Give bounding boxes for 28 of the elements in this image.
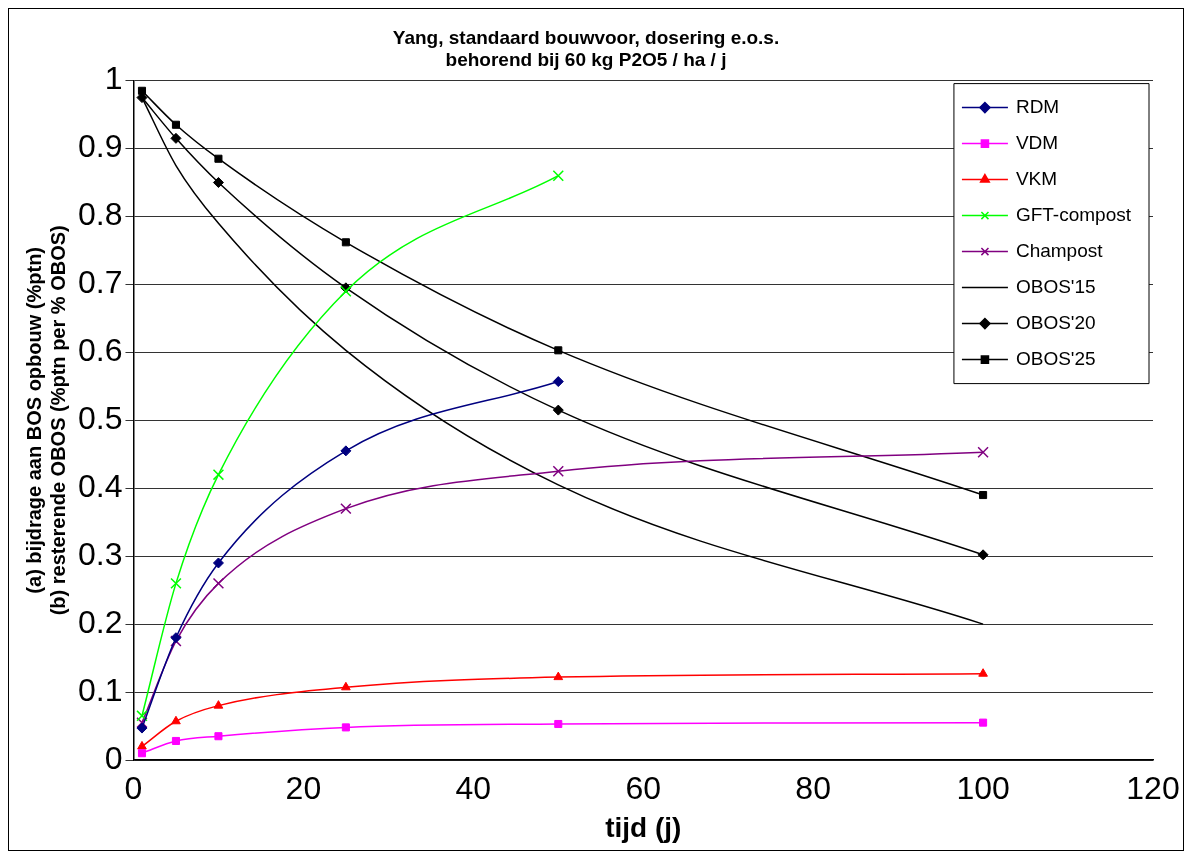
y-tick-label: 0.3 xyxy=(78,536,123,573)
legend-label: VKM xyxy=(1015,167,1058,189)
legend-label: OBOS'25 xyxy=(1015,347,1096,369)
y-tick-label: 0.1 xyxy=(78,671,123,708)
legend-label: OBOS'20 xyxy=(1015,311,1096,333)
y-tick-label: 0.4 xyxy=(78,468,123,505)
legend-label: VDM xyxy=(1015,131,1059,153)
y-tick-label: 0.2 xyxy=(78,603,123,640)
y-tick-label: 0.6 xyxy=(78,332,123,369)
chart-title: Yang, standaard bouwvoor, dosering e.o.s. behorend bij 60 kg P2O5 / ha / j xyxy=(392,26,780,71)
legend-label: Champost xyxy=(1015,239,1104,261)
x-tick-label: 120 xyxy=(1126,770,1180,807)
y-axis-title: (a) bijdrage aan BOS opbouw (%ptn) (b) resterende OBOS (%ptn per % OBOS) xyxy=(22,225,69,616)
legend-label: RDM xyxy=(1015,95,1060,117)
y-tick-label: 0 xyxy=(104,739,123,776)
legend-label: GFT-compost xyxy=(1015,203,1132,225)
x-tick-label: 20 xyxy=(285,770,322,807)
x-tick-label: 80 xyxy=(795,770,831,807)
y-tick-label: 0.7 xyxy=(78,264,123,301)
x-tick-label: 40 xyxy=(455,770,492,807)
y-tick-label: 0.8 xyxy=(78,196,123,233)
x-axis-title: tijd (j) xyxy=(605,811,682,843)
y-tick-label: 0.5 xyxy=(78,400,123,437)
y-tick-label: 0.9 xyxy=(78,128,123,165)
x-tick-label: 100 xyxy=(956,770,1010,807)
x-tick-label: 60 xyxy=(625,770,662,807)
y-tick-label: 1 xyxy=(104,60,123,97)
legend-label: OBOS'15 xyxy=(1015,275,1096,297)
